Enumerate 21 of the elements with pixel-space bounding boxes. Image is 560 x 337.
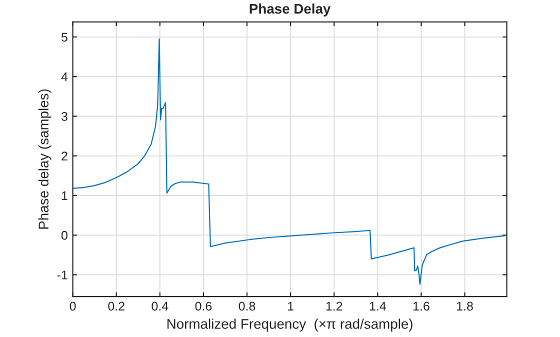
x-tick-label: 1.2 [326, 302, 342, 310]
x-tick-label: 1.8 [457, 302, 473, 311]
y-tick-label: 5 [61, 32, 68, 42]
y-tick-label: 4 [61, 72, 68, 82]
chart-title: Phase Delay [250, 4, 331, 16]
x-tick-label: 1 [288, 302, 294, 310]
y-tick-label: 3 [61, 112, 68, 121]
line-series [72, 38, 507, 285]
y-axis-title: Phase delay (samples) [38, 89, 52, 229]
x-tick-label: 0.2 [108, 302, 124, 311]
x-tick-label: 0.6 [195, 302, 212, 311]
y-tick-label: 2 [62, 152, 68, 160]
y-tick-label: 0 [61, 230, 68, 240]
x-tick-label: 1.4 [370, 302, 386, 310]
x-tick-label: 0 [70, 302, 76, 311]
y-tick-label: -1 [57, 270, 68, 280]
x-tick-label: 0.8 [238, 302, 256, 311]
x-tick-label: 1.6 [413, 302, 430, 311]
x-axis-title: Normalized Frequency (×π rad/sample) [167, 318, 412, 332]
y-tick-label: 1 [62, 191, 68, 200]
x-tick-label: 0.4 [152, 302, 168, 311]
